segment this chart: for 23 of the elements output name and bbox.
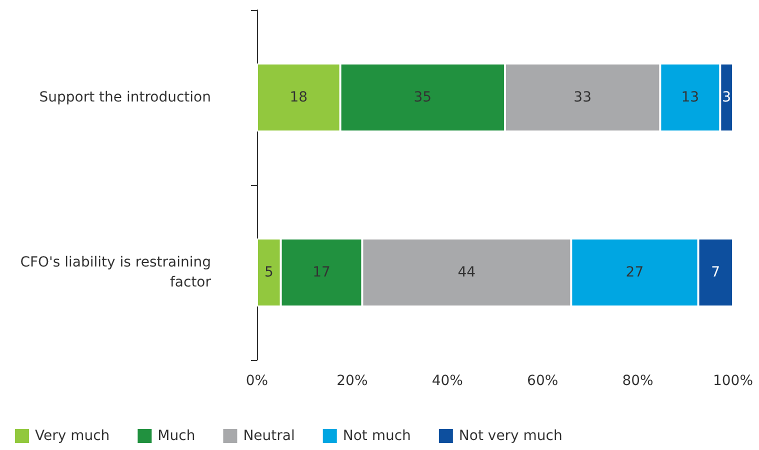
x-tick-label: 20% (336, 373, 368, 389)
legend-label: Neutral (243, 428, 295, 444)
data-label: 7 (711, 264, 720, 280)
data-label: 35 (414, 90, 432, 106)
legend-label: Much (158, 428, 196, 444)
x-tick-label: 100% (712, 373, 754, 389)
data-label: 33 (574, 90, 592, 106)
y-tick-label: CFO's liability is restraining factor (20, 254, 212, 290)
data-label: 3 (722, 90, 732, 106)
y-tick-label: Support the introduction (39, 90, 211, 106)
legend-label: Not very much (458, 428, 562, 444)
data-label: 44 (458, 264, 476, 280)
x-tick-label: 60% (527, 373, 558, 389)
data-label: 13 (681, 90, 700, 106)
x-tick-label: 40% (432, 373, 463, 389)
legend-label: Very much (35, 428, 110, 444)
legend-label: Not much (342, 428, 411, 444)
x-tick-label: 80% (622, 373, 654, 389)
data-label: 27 (626, 264, 644, 280)
data-label: 5 (264, 264, 274, 280)
data-label: 17 (312, 264, 330, 280)
data-label: 18 (290, 90, 308, 106)
x-tick-label: 0% (246, 373, 268, 389)
